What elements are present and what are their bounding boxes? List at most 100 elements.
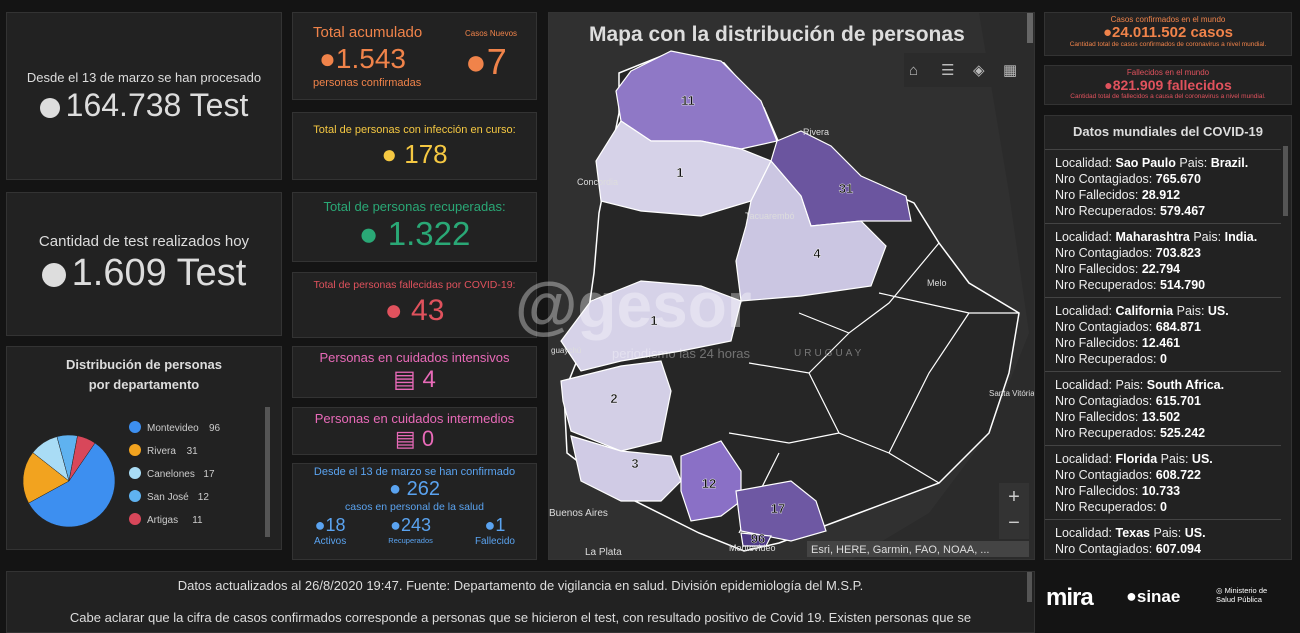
value: 178 bbox=[404, 139, 448, 169]
zoom-out[interactable]: − bbox=[1008, 512, 1020, 534]
recovered: 514.790 bbox=[1159, 278, 1206, 292]
label: Nro Fallecidos: bbox=[1055, 188, 1139, 202]
value: 1.322 bbox=[387, 215, 471, 252]
pie-slice bbox=[68, 435, 96, 482]
intermediate-panel: Personas en cuidados intermedios ▤ 0 bbox=[292, 407, 537, 455]
attribution-bg bbox=[807, 541, 1029, 557]
pie-slice bbox=[22, 452, 70, 504]
locality-row: Localidad: Pais: South Africa. bbox=[1055, 377, 1281, 393]
region bbox=[570, 435, 682, 502]
deaths-row: Nro Fallecidos: 12.461 bbox=[1055, 335, 1281, 351]
label: Pais: bbox=[1160, 452, 1189, 466]
map-panel: 11 1 31 4 1 2 3 12 17 96 Mapa con la distribución… bbox=[548, 12, 1035, 560]
legend-value: 31 bbox=[187, 446, 199, 457]
cases: 607.094 bbox=[1155, 542, 1201, 556]
cases-row: Nro Contagiados: 765.670 bbox=[1055, 171, 1281, 187]
value: 164.738 Test bbox=[65, 87, 249, 123]
label: Localidad: bbox=[1055, 452, 1112, 466]
recovered: 0 bbox=[1159, 500, 1167, 514]
staff-label: Fallecido bbox=[474, 536, 515, 547]
region bbox=[735, 480, 827, 542]
cases: 615.701 bbox=[1155, 394, 1201, 408]
value: 262 bbox=[406, 478, 440, 500]
deaths: 10.733 bbox=[1141, 484, 1181, 498]
value: 243 bbox=[401, 515, 432, 535]
recovered-row: Nro Recuperados: 525.242 bbox=[1055, 425, 1281, 441]
value: 18 bbox=[325, 515, 346, 535]
cases: 608.722 bbox=[1155, 468, 1201, 482]
legend-value: 12 bbox=[198, 492, 210, 503]
country: South Africa. bbox=[1146, 378, 1225, 392]
legend-value: 17 bbox=[203, 469, 215, 480]
attribution: Esri, HERE, Garmin, FAO, NOAA, ... bbox=[811, 544, 989, 556]
legend-name: Artigas bbox=[147, 515, 178, 526]
legend-swatch bbox=[129, 421, 141, 433]
legend-name: San José bbox=[147, 492, 189, 503]
cases-row: Nro Contagiados: 703.823 bbox=[1055, 245, 1281, 261]
label: Pais: bbox=[1179, 156, 1208, 170]
footer: Datos actualizados al 26/8/2020 19:47. F… bbox=[6, 571, 1035, 633]
locality-row: Localidad: Maharashtra Pais: India. bbox=[1055, 229, 1281, 245]
country: US. bbox=[1184, 526, 1206, 540]
region-label: 96 bbox=[751, 531, 765, 546]
deaths-row: Nro Fallecidos: 28.912 bbox=[1055, 187, 1281, 203]
logo: mira bbox=[1046, 584, 1094, 611]
recovered: 525.242 bbox=[1159, 426, 1206, 440]
locality-row: Localidad: Florida Pais: US. bbox=[1055, 451, 1281, 467]
label: Nro Fallecidos: bbox=[1055, 410, 1139, 424]
label: Nro Fallecidos: bbox=[1055, 262, 1139, 276]
label: Cantidad de test realizados hoy bbox=[38, 233, 250, 250]
label: Desde el 13 de marzo se han procesado bbox=[26, 70, 262, 85]
legend-value: 96 bbox=[209, 423, 221, 434]
place-label: Concordia bbox=[577, 177, 618, 187]
staff-item: ●18 Activos bbox=[314, 515, 346, 547]
note: Cantidad total de fallecidos a causa del… bbox=[1070, 93, 1266, 100]
tests-today-panel: Cantidad de test realizados hoy 1.609 Te… bbox=[6, 192, 282, 336]
staff-value: ●1 bbox=[484, 515, 506, 535]
value: 1.543 bbox=[335, 43, 406, 74]
deaths: 28.912 bbox=[1141, 188, 1181, 202]
recovered-row: Nro Recuperados: 0 bbox=[1055, 499, 1281, 515]
region-label: 1 bbox=[676, 165, 683, 180]
locality-row: Localidad: Texas Pais: US. bbox=[1055, 525, 1281, 541]
recovered-row: Nro Recuperados: 579.467 bbox=[1055, 203, 1281, 219]
label: Nro Recuperados: bbox=[1055, 204, 1157, 218]
label: Nro Contagiados: bbox=[1055, 542, 1153, 556]
staff-item: ●243 Recuperados bbox=[388, 515, 433, 547]
label: Nro Recuperados: bbox=[1055, 500, 1157, 514]
place-label: Santa Vitória do Palmar bbox=[989, 389, 1035, 398]
list-item: Localidad: Florida Pais: US. Nro Contagia… bbox=[1045, 446, 1281, 520]
locality: California bbox=[1115, 304, 1174, 318]
legend-name: Montevideo bbox=[147, 423, 199, 434]
new-value: 7 bbox=[486, 41, 507, 82]
list-item: Localidad: California Pais: US. Nro Conta… bbox=[1045, 298, 1281, 372]
zoom-in[interactable]: + bbox=[1008, 486, 1020, 508]
label: Localidad: bbox=[1055, 526, 1112, 540]
deaths: 13.502 bbox=[1141, 410, 1181, 424]
title: Distribución de personas por departament… bbox=[65, 357, 223, 392]
svg-text:◈: ◈ bbox=[973, 62, 985, 79]
locality: Sao Paulo bbox=[1115, 156, 1176, 170]
value: 24.011.502 casos bbox=[1112, 24, 1233, 41]
title: Datos mundiales del COVID-19 bbox=[1073, 124, 1263, 139]
logo: Ministerio de Salud Pública bbox=[1216, 586, 1268, 604]
place-label: Rivera bbox=[803, 127, 829, 137]
list-item: Localidad: Pais: South Africa. Nro Contag… bbox=[1045, 372, 1281, 446]
watermark-tagline: periodismo las 24 horas bbox=[612, 346, 751, 361]
label: Total de personas fallecidas por COVID-1… bbox=[313, 279, 516, 291]
logo: sinae bbox=[1136, 587, 1181, 606]
cases: 684.871 bbox=[1155, 320, 1201, 334]
region-label: 3 bbox=[631, 456, 638, 471]
region-label: 1 bbox=[650, 313, 657, 328]
locality-row: Localidad: Sao Paulo Pais: Brazil. bbox=[1055, 155, 1281, 171]
staff-item: ●1 Fallecido bbox=[475, 515, 515, 547]
legend-swatch bbox=[129, 490, 141, 502]
label: Localidad: bbox=[1055, 378, 1112, 392]
place-label: Buenos Aires bbox=[549, 508, 608, 519]
map-title: Mapa con la distribución de personas bbox=[589, 23, 965, 46]
region-label: 2 bbox=[610, 391, 617, 406]
list-item: Localidad: Maharashtra Pais: India. Nro C… bbox=[1045, 224, 1281, 298]
world-deaths-panel: Fallecidos en el mundo ●821.909 fallecid… bbox=[1044, 65, 1292, 105]
